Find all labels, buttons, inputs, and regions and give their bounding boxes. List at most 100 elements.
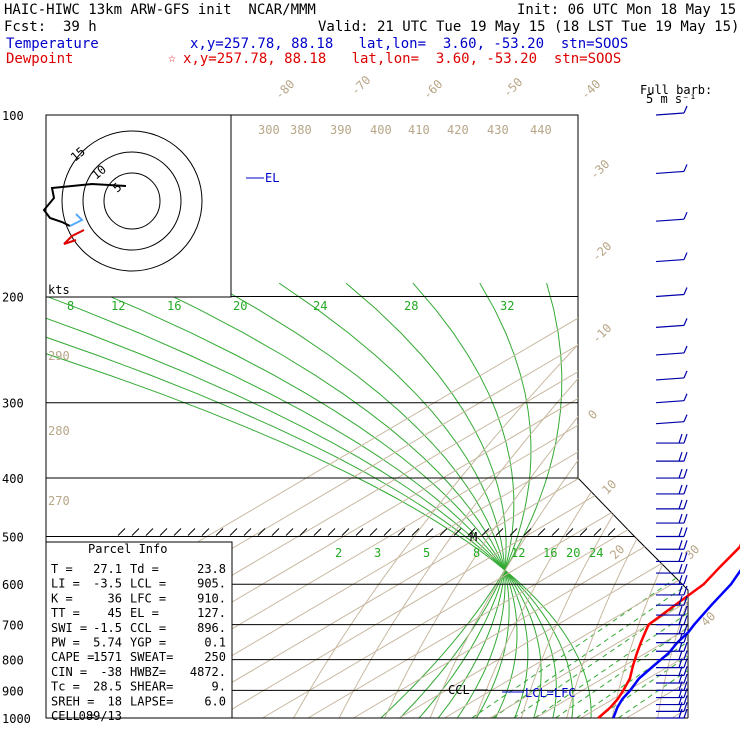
parcel-info-box: Parcel Info T = 27.1 Td = 23.8 LI = -3.5 LCL = 9… xyxy=(45,541,233,723)
pressure-tick-label-500: 500 xyxy=(2,530,24,544)
freezing-hatch-mark xyxy=(215,528,224,536)
parcel-info-cell: -1.5 xyxy=(93,621,122,635)
mixing-ratio-lower-label: 20 xyxy=(566,546,580,560)
dry-adiabat-line xyxy=(378,127,688,718)
theta-label: 440 xyxy=(530,123,552,137)
hodograph-ring xyxy=(82,151,182,251)
freezing-hatch-mark xyxy=(481,528,490,536)
isotherm-line xyxy=(307,115,688,718)
isotherm-label: -30 xyxy=(587,157,612,182)
temperature-legend-label: Temperature xyxy=(6,36,99,52)
wind-barb xyxy=(655,287,688,298)
dewpoint-legend-label: Dewpoint xyxy=(6,51,74,67)
wind-barb xyxy=(655,105,688,116)
wind-barb-column xyxy=(655,105,688,719)
freezing-hatch-mark xyxy=(593,528,602,536)
freezing-hatch-mark xyxy=(159,528,168,536)
parcel-info-cell: 28.5 xyxy=(93,680,122,694)
temperature-profile-line xyxy=(612,569,740,719)
parcel-info-cell: 910. xyxy=(197,591,226,605)
hodograph-trace-blue xyxy=(69,213,84,227)
isotherm-label: 10 xyxy=(599,477,619,497)
wind-barb xyxy=(655,345,688,356)
dry-adiabat-line xyxy=(655,127,688,718)
dewpoint-profile-line xyxy=(597,543,740,719)
wind-barb xyxy=(656,552,688,563)
freezing-hatch-mark xyxy=(187,528,196,536)
wind-barb xyxy=(656,513,688,524)
dry-adiabat-line xyxy=(516,127,688,718)
parcel-info-cell: CELL = xyxy=(51,709,94,723)
isotherm-line xyxy=(216,115,688,718)
moist-adiabat-line xyxy=(46,282,592,718)
freezing-hatch-mark xyxy=(495,528,504,536)
isotherm-line xyxy=(580,115,688,718)
parcel-info-cell: 36 xyxy=(108,591,122,605)
parcel-info-cell: 896. xyxy=(197,621,226,635)
parcel-info-cell: 905. xyxy=(197,577,226,591)
parcel-info-cell: SREH = xyxy=(51,694,94,708)
wind-barb xyxy=(656,499,688,510)
freezing-hatch-mark xyxy=(439,528,448,536)
isotherm-line xyxy=(489,115,688,718)
hodograph-unit-label: kts xyxy=(48,283,70,297)
wind-barb xyxy=(656,451,688,462)
freezing-hatch-mark xyxy=(285,528,294,536)
parcel-info-cell: CIN = xyxy=(51,665,87,679)
lcl-lfc-level-label: LCL=LFC xyxy=(525,686,576,700)
wind-barb xyxy=(656,468,688,479)
freezing-hatch-mark xyxy=(173,528,182,536)
mixing-ratio-lower-label: 2 xyxy=(335,546,342,560)
freezing-hatch-mark xyxy=(537,528,546,536)
parcel-info-cell: SHEAR= xyxy=(130,680,173,694)
wind-barb xyxy=(656,688,688,699)
parcel-info-cell: CAPE = xyxy=(51,650,94,664)
parcel-info-cell: 23.8 xyxy=(197,562,226,576)
wind-barb xyxy=(656,708,688,719)
freezing-hatch-mark xyxy=(411,528,420,536)
pressure-tick-label-400: 400 xyxy=(2,472,24,486)
wind-barb xyxy=(656,642,688,652)
dewpoint-star-icon: ☆ xyxy=(168,51,176,66)
freezing-hatch-mark xyxy=(467,528,476,536)
moist-adiabat-line xyxy=(46,282,574,718)
isotherm-label: -50 xyxy=(500,75,525,100)
parcel-info-cell: YGP = xyxy=(130,636,166,650)
theta-label: 400 xyxy=(370,123,392,137)
pressure-tick-label-1000: 1000 xyxy=(2,712,31,726)
theta-label: 270 xyxy=(48,494,70,508)
parcel-info-cell: 6.0 xyxy=(204,694,226,708)
freezing-hatch-mark xyxy=(313,528,322,536)
isotherm-label: 40 xyxy=(698,609,718,629)
mixing-ratio-lower-label: 24 xyxy=(589,546,603,560)
mixing-ratio-upper-label: 32 xyxy=(500,299,514,313)
mixing-ratio-lower-label: 5 xyxy=(423,546,430,560)
dry-adiabat-line xyxy=(609,127,688,718)
parcel-info-cell: -3.5 xyxy=(93,577,122,591)
parcel-info-cell: Tc = xyxy=(51,680,80,694)
freezing-hatch-mark xyxy=(243,528,252,536)
wind-barb xyxy=(656,681,688,692)
wind-barb xyxy=(656,624,688,635)
freezing-hatch-mark xyxy=(397,528,406,536)
wind-barb xyxy=(656,563,688,574)
parcel-info-cell: TT = xyxy=(51,606,80,620)
theta-label: 280 xyxy=(48,424,70,438)
parcel-info-cell: LFC = xyxy=(130,591,166,605)
freezing-hatch-mark xyxy=(271,528,280,536)
isotherm-label: -80 xyxy=(272,77,297,102)
freezing-hatch-mark xyxy=(355,528,364,536)
isotherm-label: -70 xyxy=(348,73,373,98)
melting-level-marker: M xyxy=(470,530,477,544)
freezing-hatch-mark xyxy=(369,528,378,536)
parcel-info-title: Parcel Info xyxy=(88,542,167,556)
freezing-hatch-mark xyxy=(453,528,462,536)
parcel-info-cell: -38 xyxy=(100,665,122,679)
freezing-hatch-mark xyxy=(551,528,560,536)
moist-adiabat-line xyxy=(366,282,563,718)
moist-adiabat-line xyxy=(46,282,542,718)
moist-adiabat-line xyxy=(46,282,557,718)
mixing-ratio-upper-label: 28 xyxy=(404,299,418,313)
isotherm-label: -40 xyxy=(578,77,603,102)
